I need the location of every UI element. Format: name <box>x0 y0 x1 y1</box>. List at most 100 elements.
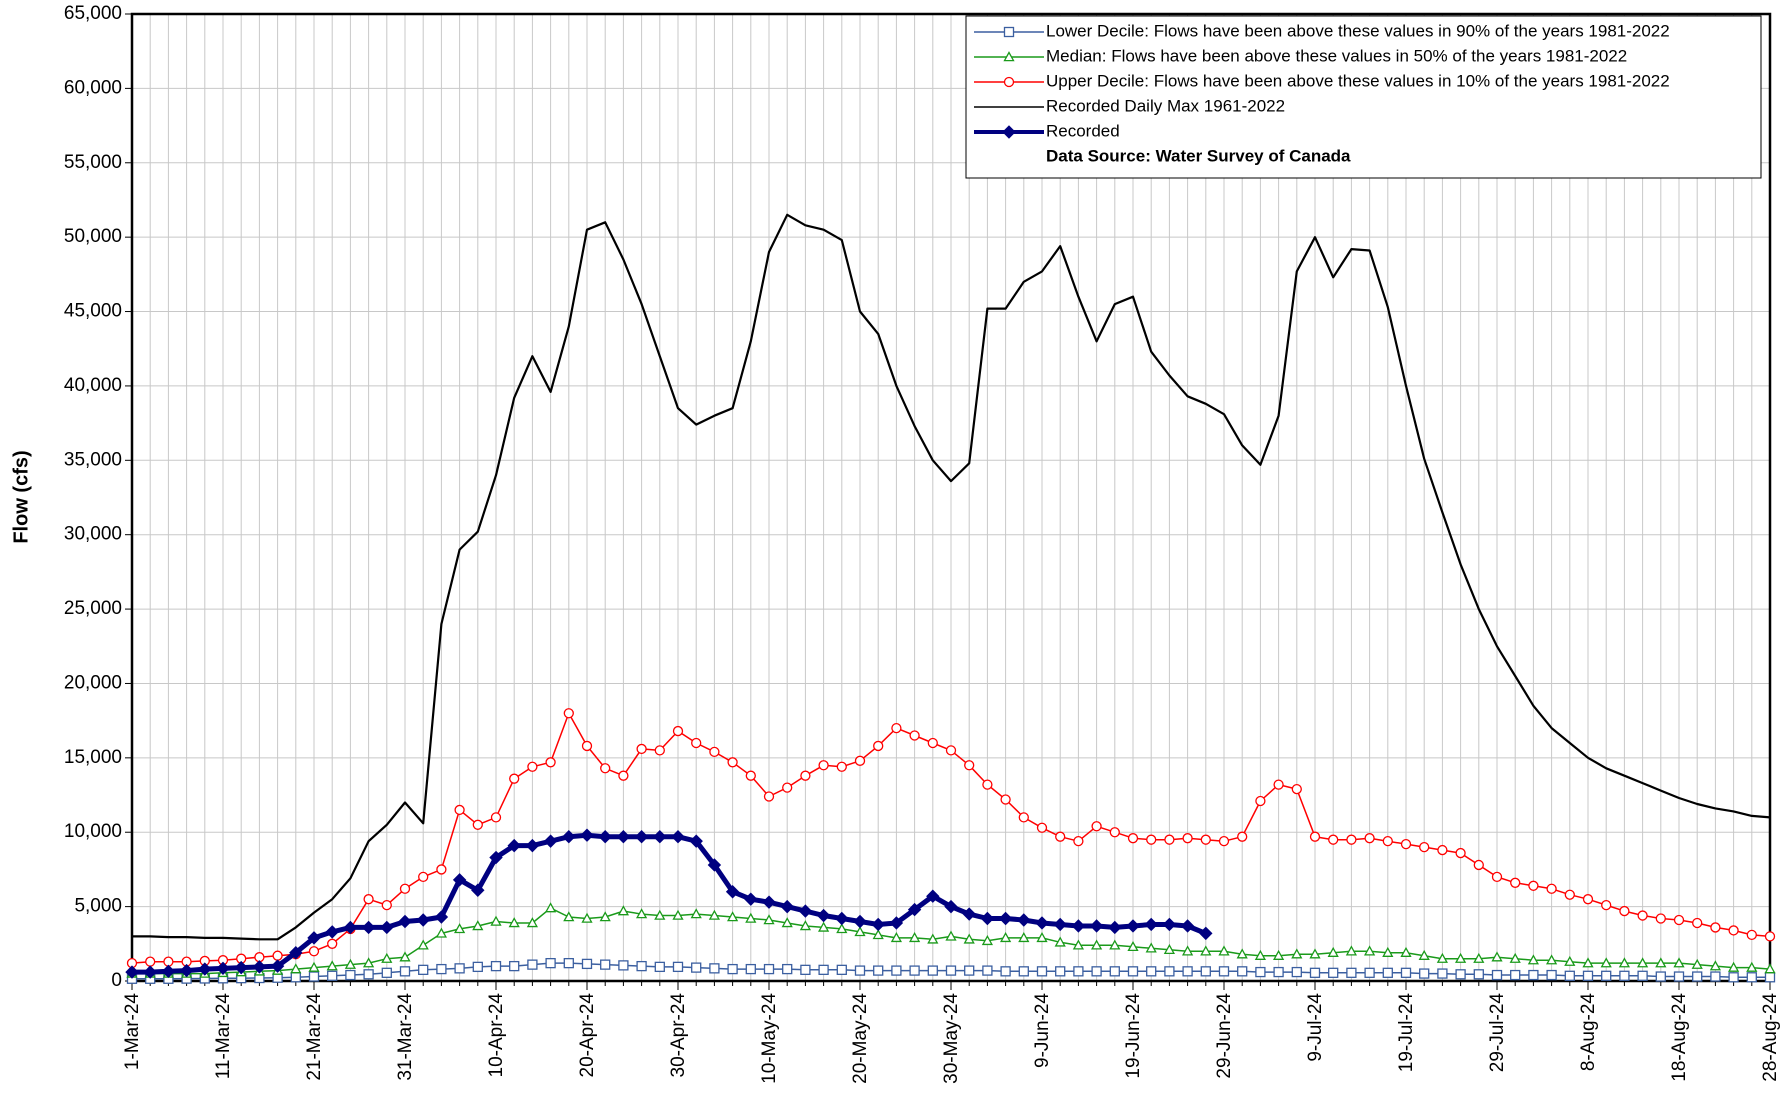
y-tick-label: 30,000 <box>64 524 122 545</box>
marker <box>1144 917 1158 932</box>
marker <box>417 939 429 950</box>
marker <box>891 965 902 976</box>
marker <box>545 957 556 969</box>
marker <box>1692 917 1703 929</box>
marker <box>1090 939 1103 950</box>
marker <box>1582 970 1594 981</box>
marker <box>725 885 740 899</box>
marker <box>1546 883 1557 894</box>
marker <box>418 871 429 883</box>
marker <box>689 834 703 848</box>
marker <box>782 782 793 793</box>
marker <box>1218 945 1230 956</box>
marker <box>581 740 593 752</box>
marker <box>672 961 684 973</box>
marker <box>1036 966 1048 977</box>
marker <box>1437 968 1448 979</box>
marker <box>818 760 829 771</box>
marker <box>781 917 793 928</box>
marker <box>854 965 866 976</box>
marker <box>726 911 739 922</box>
marker <box>381 899 392 911</box>
marker <box>1162 917 1177 932</box>
marker <box>600 959 611 970</box>
marker <box>1002 125 1016 139</box>
marker <box>853 914 867 929</box>
marker <box>454 963 465 974</box>
marker <box>1182 966 1193 977</box>
marker <box>562 829 576 844</box>
marker <box>1655 913 1666 924</box>
marker <box>1273 966 1284 978</box>
marker <box>1273 779 1284 790</box>
marker <box>1727 961 1740 972</box>
marker <box>780 899 794 914</box>
marker <box>1109 827 1120 838</box>
marker <box>1163 943 1176 955</box>
marker <box>1746 961 1758 972</box>
marker <box>1127 833 1139 844</box>
marker <box>381 952 393 963</box>
marker <box>1564 970 1575 981</box>
marker <box>691 962 702 973</box>
marker <box>545 757 556 768</box>
y-tick-label: 40,000 <box>64 375 122 396</box>
x-tick-label: 20-May-24 <box>850 993 871 1084</box>
marker <box>1764 972 1776 983</box>
marker <box>908 932 921 943</box>
marker <box>272 950 283 961</box>
marker <box>945 745 957 756</box>
marker <box>216 961 230 976</box>
marker <box>872 929 884 940</box>
marker <box>1528 880 1539 891</box>
marker <box>1746 929 1757 941</box>
x-tick-label: 21-Mar-24 <box>304 993 325 1081</box>
marker <box>1200 966 1211 977</box>
marker <box>1127 966 1139 977</box>
marker <box>635 908 648 919</box>
marker <box>1200 945 1212 956</box>
marker <box>1255 795 1266 807</box>
marker <box>800 770 811 781</box>
marker <box>1473 969 1484 980</box>
marker <box>1181 945 1194 956</box>
marker <box>998 911 1013 926</box>
marker <box>1673 971 1685 982</box>
marker <box>490 915 502 926</box>
marker <box>1637 910 1648 921</box>
marker <box>1071 919 1086 933</box>
marker <box>1036 932 1048 943</box>
marker <box>563 911 575 922</box>
marker <box>1473 952 1485 963</box>
marker <box>434 910 449 924</box>
marker <box>1564 955 1576 966</box>
marker <box>727 757 738 768</box>
marker <box>526 917 539 928</box>
marker <box>490 960 502 972</box>
marker <box>327 938 338 949</box>
marker <box>964 760 975 771</box>
y-tick-label: 60,000 <box>64 77 122 98</box>
marker <box>343 920 358 935</box>
marker <box>270 959 285 973</box>
marker <box>435 927 448 938</box>
marker <box>945 965 957 976</box>
marker <box>1436 952 1449 963</box>
marker <box>381 967 392 978</box>
marker <box>745 912 757 923</box>
marker <box>890 932 903 943</box>
marker <box>1363 945 1376 956</box>
marker <box>1746 972 1757 983</box>
marker <box>763 963 775 975</box>
marker <box>1255 966 1266 978</box>
marker <box>509 960 520 972</box>
marker <box>799 920 812 931</box>
marker <box>854 926 866 937</box>
marker <box>1073 836 1084 847</box>
x-tick-label: 29-Jul-24 <box>1487 993 1508 1073</box>
marker <box>290 963 302 974</box>
marker <box>1692 971 1703 982</box>
marker <box>1419 841 1430 853</box>
marker <box>1382 836 1393 847</box>
marker <box>873 740 884 752</box>
